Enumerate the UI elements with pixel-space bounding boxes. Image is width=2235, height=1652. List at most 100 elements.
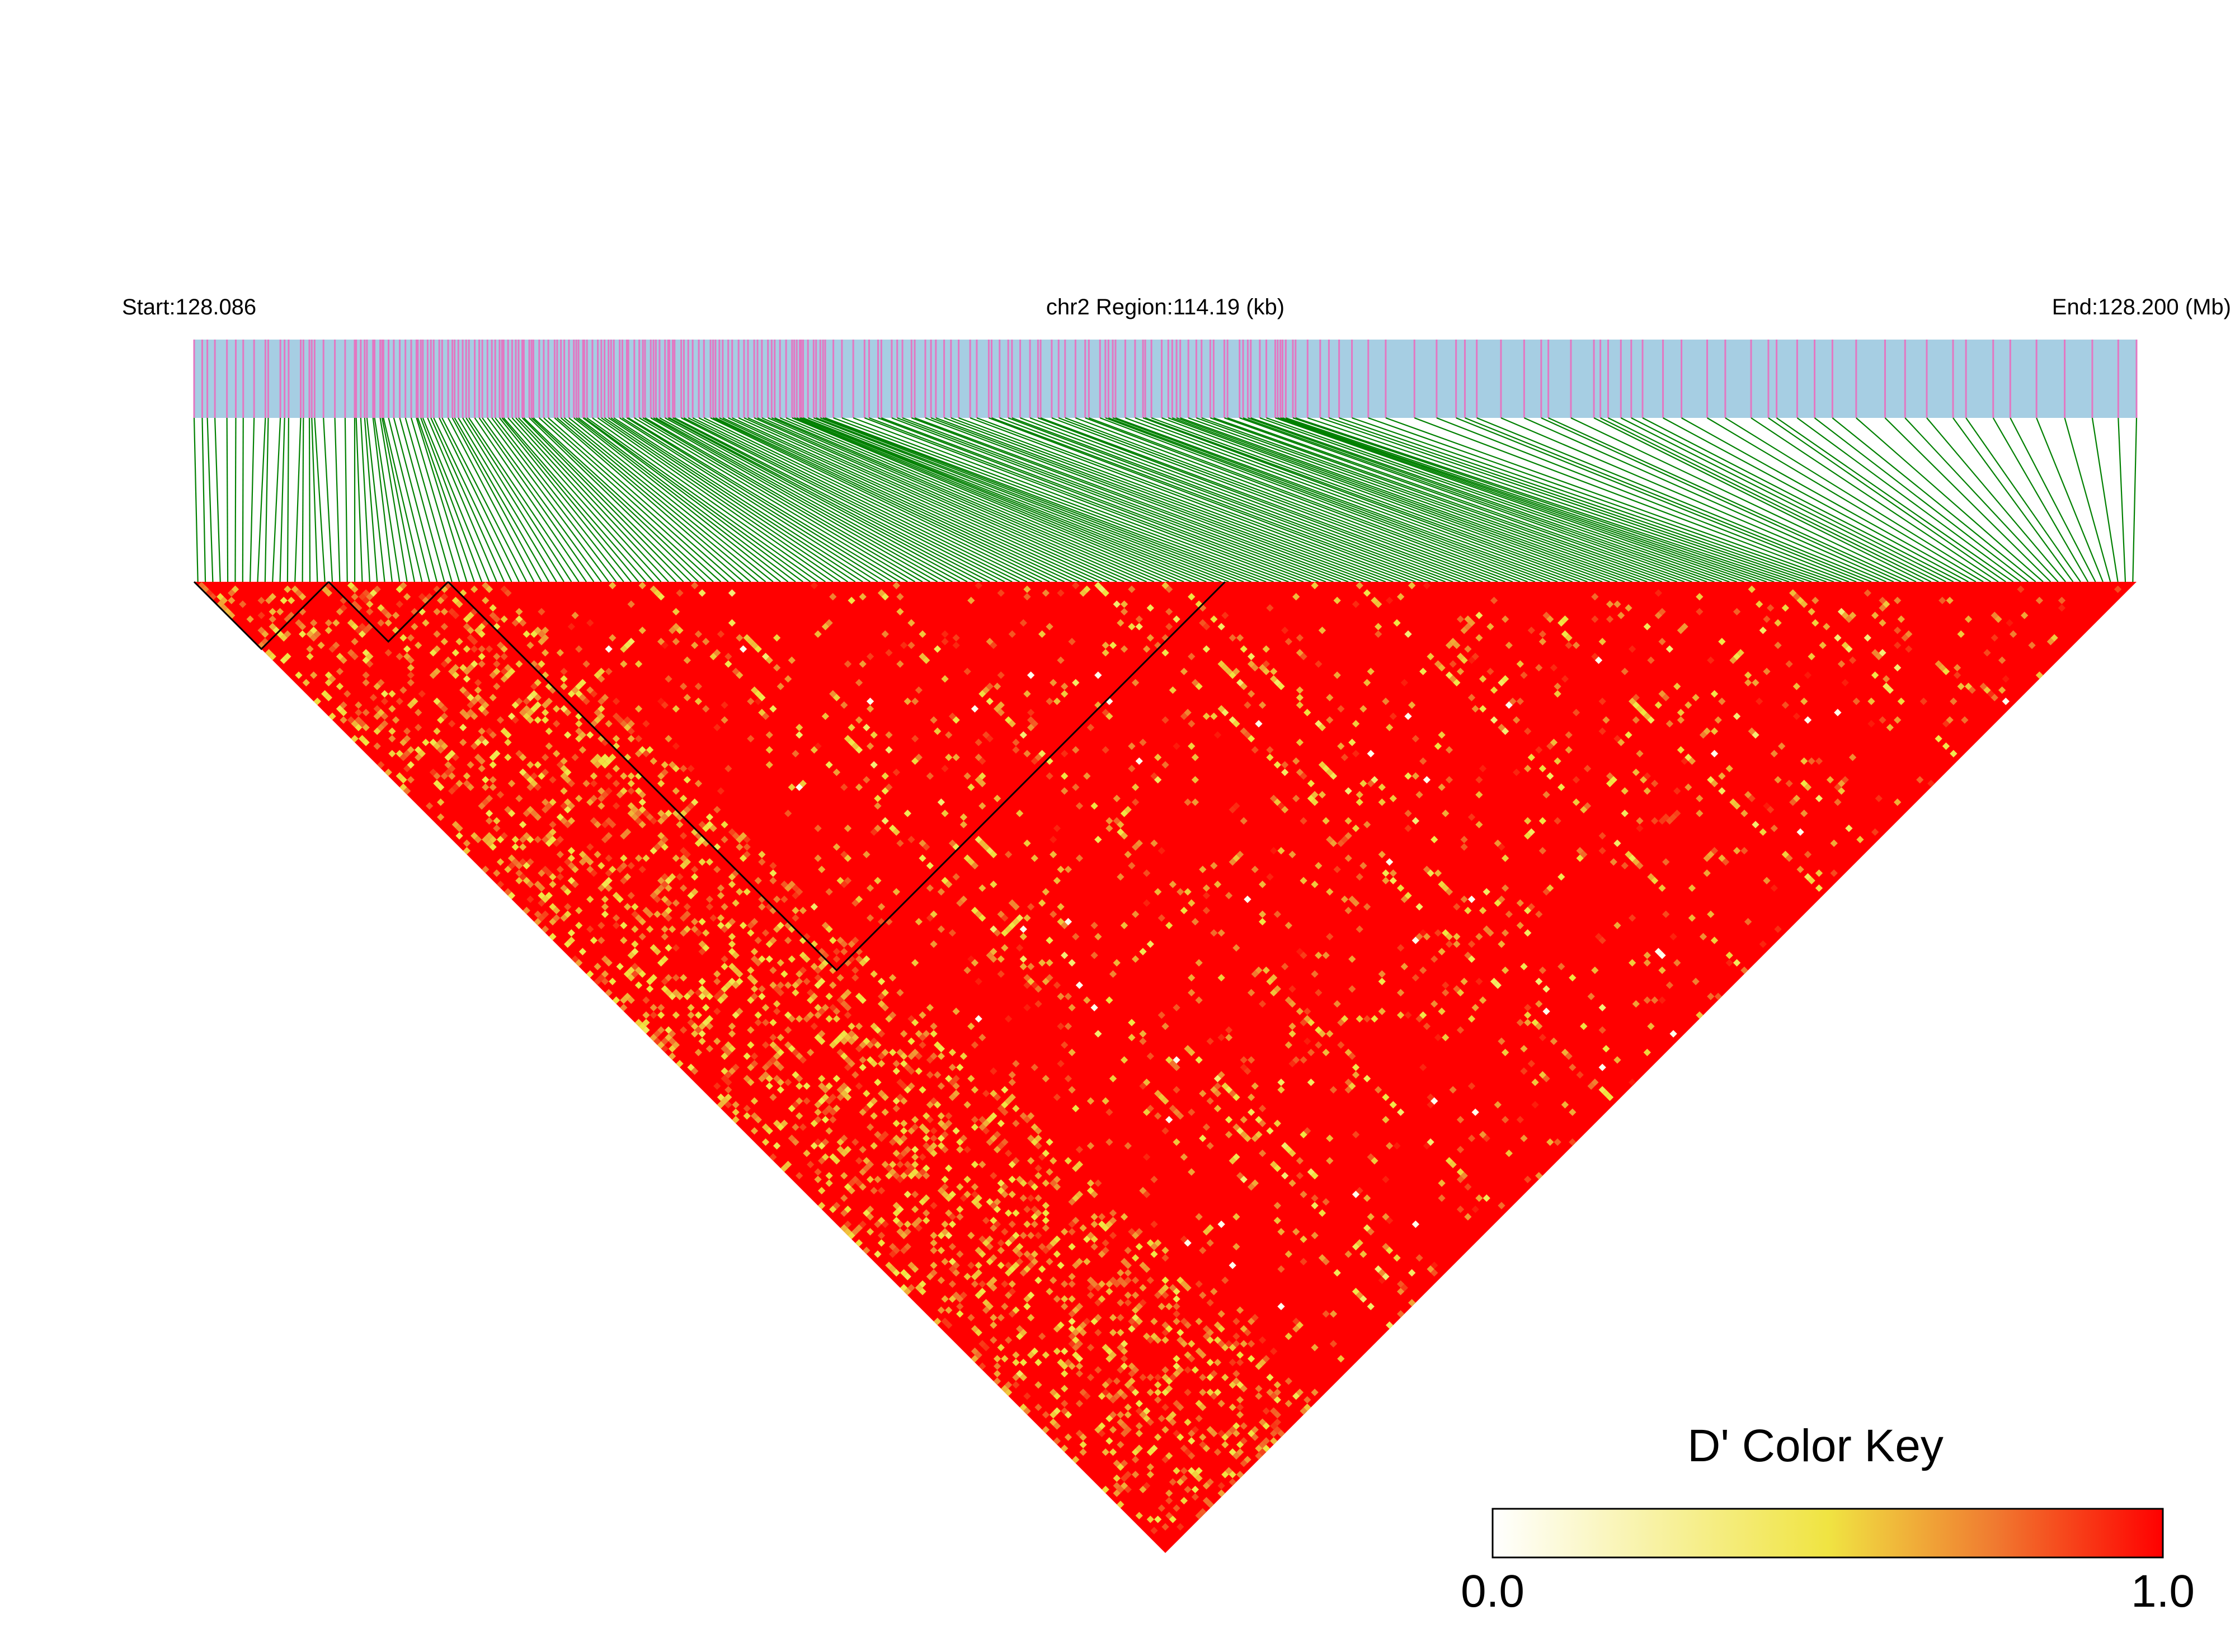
ld-cell	[1296, 1389, 1304, 1396]
region-end-label: End:128.200 (Mb)	[2052, 295, 2231, 319]
ld-cell	[515, 615, 523, 623]
ld-cell	[683, 656, 691, 664]
ld-cell	[1154, 754, 1162, 761]
ld-cell	[1042, 1411, 1050, 1419]
ld-cell	[1594, 656, 1603, 664]
ld-cell	[1464, 1213, 1472, 1221]
ld-cell	[1498, 940, 1505, 948]
ld-cell	[758, 985, 766, 993]
ld-cell	[747, 638, 755, 646]
ld-cell	[948, 1258, 957, 1265]
ld-cell	[634, 854, 643, 862]
ld-cell	[881, 630, 889, 638]
ld-cell	[1240, 683, 1248, 690]
ld-cell	[474, 754, 482, 761]
ld-cell	[605, 989, 613, 997]
ld-cell	[1322, 1048, 1330, 1056]
ld-cell	[1169, 1104, 1177, 1113]
ld-cell	[657, 638, 665, 646]
ld-cell	[1188, 1048, 1196, 1056]
ld-cell	[1064, 992, 1072, 1000]
ld-cell	[1359, 779, 1367, 788]
ld-cell	[1269, 794, 1278, 802]
snp-connector	[410, 417, 460, 582]
snp-connector	[1243, 417, 1707, 583]
ld-cell	[377, 709, 385, 717]
ld-cell	[1012, 1104, 1020, 1113]
ld-cell	[963, 1175, 971, 1183]
ld-cell	[672, 608, 680, 616]
ld-cell	[2002, 675, 2010, 683]
ld-cell	[1404, 630, 1412, 638]
ld-cell	[489, 761, 497, 769]
ld-cell	[571, 881, 579, 888]
ld-cell	[1008, 1280, 1016, 1288]
ld-cell	[440, 705, 449, 713]
ld-cell	[840, 1030, 848, 1038]
ld-cell	[754, 697, 762, 705]
ld-cell	[754, 1116, 762, 1124]
ld-cell	[680, 832, 688, 840]
ld-cell	[1191, 754, 1199, 761]
ld-heatmap	[194, 582, 2137, 1553]
ld-cell	[1173, 1056, 1180, 1064]
ld-cell	[1128, 765, 1136, 773]
snp-connector	[323, 417, 333, 582]
ld-cell	[870, 1142, 878, 1150]
ld-cell	[952, 716, 960, 724]
ld-cell	[840, 1090, 848, 1098]
ld-cell	[1296, 701, 1304, 709]
snp-connector	[372, 417, 393, 582]
ld-cell	[795, 888, 803, 896]
ld-cell	[1023, 1392, 1031, 1400]
ld-cell	[728, 917, 736, 926]
ld-cell	[1225, 1467, 1233, 1475]
ld-cell	[1897, 697, 1905, 705]
ld-cell	[937, 798, 945, 806]
ld-cell	[990, 850, 997, 859]
ld-cell	[747, 1063, 755, 1071]
ld-cell	[1792, 683, 1801, 690]
ld-cell	[1483, 1135, 1490, 1142]
ld-cell	[997, 1262, 1005, 1269]
ld-cell	[500, 615, 508, 623]
ld-cell	[1554, 683, 1561, 690]
ld-cell	[1117, 1500, 1124, 1508]
ld-cell	[1161, 1276, 1169, 1284]
ld-cell	[623, 641, 632, 649]
ld-cell	[705, 992, 714, 1000]
ld-cell	[1184, 1044, 1192, 1053]
ld-cell	[1774, 776, 1782, 784]
ld-cell	[612, 802, 620, 810]
ld-cell	[937, 1119, 945, 1127]
ld-cell	[1240, 727, 1248, 735]
ld-cell	[829, 593, 837, 601]
snp-connector	[294, 417, 302, 582]
ld-cell	[407, 663, 415, 672]
ld-cell	[1733, 802, 1741, 810]
ld-cell	[1117, 619, 1124, 627]
ld-cell	[362, 738, 370, 746]
ld-cell	[1269, 1422, 1278, 1430]
ld-cell	[1411, 772, 1420, 780]
ld-cell	[1217, 929, 1225, 937]
snp-connector	[576, 417, 789, 582]
ld-cell	[1102, 1246, 1109, 1254]
ld-cell	[586, 686, 594, 694]
ld-cell	[1083, 1392, 1091, 1400]
ld-cell	[1229, 1157, 1236, 1165]
ld-cell	[1113, 1489, 1121, 1497]
ld-cell	[982, 1344, 990, 1352]
ld-cell	[840, 992, 848, 1000]
snp-connector	[1776, 417, 2014, 582]
ld-cell	[765, 761, 773, 769]
ld-cell	[1165, 608, 1173, 616]
ld-cell	[832, 1037, 841, 1045]
snp-connector	[897, 417, 1334, 583]
ld-cell	[1438, 1008, 1446, 1015]
ld-cell	[1905, 645, 1913, 653]
ld-cell	[1217, 1325, 1225, 1333]
ld-cell	[1124, 1276, 1132, 1284]
ld-cell	[769, 1019, 777, 1027]
ld-cell	[1598, 1004, 1606, 1011]
